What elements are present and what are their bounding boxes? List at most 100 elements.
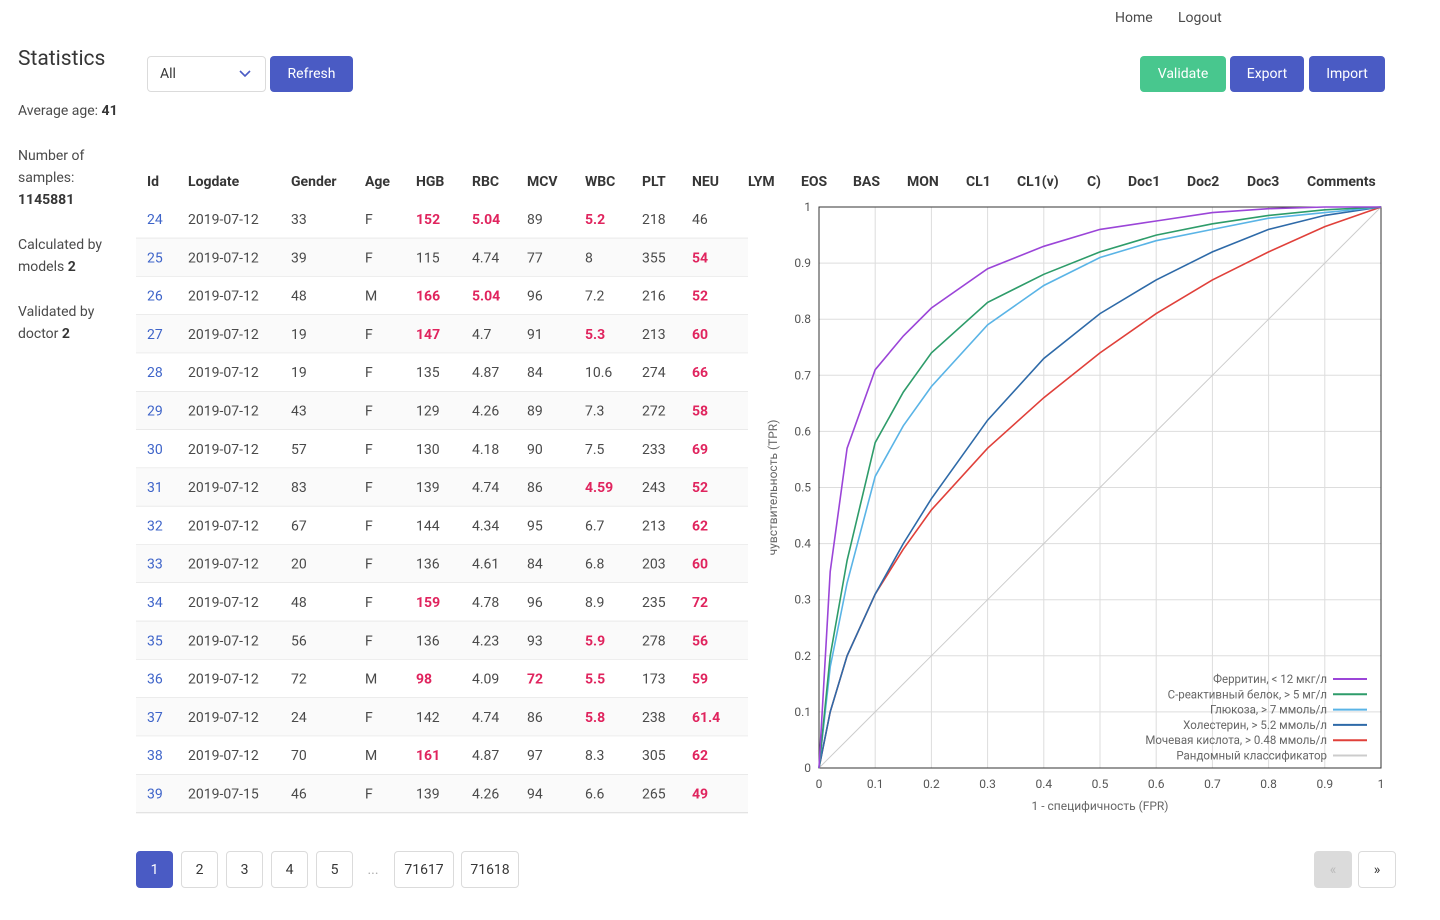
column-header: Logdate <box>188 174 240 190</box>
column-header: Comments <box>1307 174 1376 190</box>
table-cell: 84 <box>527 365 543 381</box>
validate-button[interactable]: Validate <box>1140 56 1226 92</box>
table-row <box>136 621 748 660</box>
table-cell: 130 <box>416 442 440 458</box>
refresh-button[interactable]: Refresh <box>270 56 353 92</box>
row-id-link[interactable]: 34 <box>147 595 163 611</box>
column-header: MCV <box>527 174 558 190</box>
stat-label: Number of samples: <box>18 148 85 186</box>
table-cell: F <box>365 250 373 266</box>
x-tick-label: 0.2 <box>923 777 940 791</box>
stat-label: Validated by doctor <box>18 304 95 342</box>
table-cell: 5.04 <box>472 212 500 228</box>
table-cell: 19 <box>291 327 307 343</box>
table-cell: 2019-07-12 <box>188 212 259 228</box>
export-button[interactable]: Export <box>1230 56 1304 92</box>
column-header: CL1 <box>966 174 991 190</box>
page-button[interactable]: 4 <box>271 851 308 888</box>
table-cell: 135 <box>416 365 440 381</box>
table-cell: F <box>365 787 373 803</box>
y-tick-label: 0.8 <box>794 312 811 326</box>
y-tick-label: 0.2 <box>794 649 811 663</box>
table-row <box>136 353 748 392</box>
column-header: LYM <box>748 174 775 190</box>
row-id-link[interactable]: 36 <box>147 672 163 688</box>
table-row <box>136 774 748 813</box>
import-button[interactable]: Import <box>1309 56 1385 92</box>
table-cell: 84 <box>527 557 543 573</box>
table-cell: 142 <box>416 710 440 726</box>
page-button[interactable]: 71618 <box>461 851 519 888</box>
row-id-link[interactable]: 38 <box>147 748 163 764</box>
row-id-link[interactable]: 29 <box>147 404 163 420</box>
table-cell: 144 <box>416 518 440 534</box>
legend-label: Ферритин, < 12 мкг/л <box>1213 672 1327 686</box>
table-cell: 115 <box>416 250 440 266</box>
table-cell: 152 <box>416 212 440 228</box>
nav-link[interactable]: Home <box>1115 10 1153 26</box>
table-cell: 4.78 <box>472 595 499 611</box>
table-cell: 147 <box>416 327 440 343</box>
y-tick-label: 1 <box>804 200 811 214</box>
row-id-link[interactable]: 39 <box>147 787 163 803</box>
table-cell: 10.6 <box>585 365 612 381</box>
table-cell: 2019-07-12 <box>188 442 259 458</box>
nav-link[interactable]: Logout <box>1178 10 1222 26</box>
row-id-link[interactable]: 35 <box>147 633 163 649</box>
row-id-link[interactable]: 31 <box>147 480 163 496</box>
table-cell: F <box>365 710 373 726</box>
row-id-link[interactable]: 33 <box>147 557 163 573</box>
column-header: RBC <box>472 174 499 190</box>
row-id-link[interactable]: 25 <box>147 250 163 266</box>
table-cell: 72 <box>692 595 708 611</box>
table-cell: 49 <box>692 787 708 803</box>
table-cell: 33 <box>291 212 307 228</box>
table-cell: 4.87 <box>472 365 499 381</box>
row-id-link[interactable]: 37 <box>147 710 163 726</box>
roc-curve <box>818 206 1382 769</box>
table-row <box>136 468 748 507</box>
row-id-link[interactable]: 24 <box>147 212 163 228</box>
legend-label: Мочевая кислота, > 0.48 ммоль/л <box>1145 733 1327 747</box>
filter-select[interactable]: All <box>147 56 266 92</box>
x-tick-label: 0.3 <box>979 777 996 791</box>
row-id-link[interactable]: 32 <box>147 518 163 534</box>
column-header: HGB <box>416 174 444 190</box>
table-cell: 5.5 <box>585 672 605 688</box>
table-cell: 139 <box>416 480 440 496</box>
row-id-link[interactable]: 28 <box>147 365 163 381</box>
table-cell: 86 <box>527 710 543 726</box>
row-id-link[interactable]: 27 <box>147 327 163 343</box>
chart-background <box>752 195 1400 825</box>
stat-value: 41 <box>101 103 118 119</box>
page-button[interactable]: 71617 <box>394 851 454 888</box>
table-cell: 213 <box>642 327 666 343</box>
table-row <box>136 544 748 583</box>
y-axis-label: чувствительность (TPR) <box>766 420 780 556</box>
legend-label: Глюкоза, > 7 ммоль/л <box>1210 703 1327 717</box>
table-cell: 6.7 <box>585 518 605 534</box>
page-button[interactable]: » <box>1358 851 1396 888</box>
page-button[interactable]: 5 <box>316 851 353 888</box>
x-tick-label: 0.8 <box>1260 777 1277 791</box>
legend-label: Рандомный классификатор <box>1176 749 1327 763</box>
table-cell: F <box>365 365 373 381</box>
stat: Validated by doctor 2 <box>18 301 130 345</box>
page-button[interactable]: 1 <box>136 851 173 888</box>
table-cell: 57 <box>291 442 307 458</box>
table-cell: 4.18 <box>472 442 499 458</box>
column-header: Gender <box>291 174 337 190</box>
table-cell: 2019-07-12 <box>188 595 259 611</box>
row-id-link[interactable]: 30 <box>147 442 163 458</box>
table-cell: 2019-07-12 <box>188 404 259 420</box>
page-button[interactable]: 2 <box>181 851 218 888</box>
table-cell: 66 <box>692 365 708 381</box>
page-button[interactable]: 3 <box>226 851 263 888</box>
table-cell: 62 <box>692 518 708 534</box>
y-tick-label: 0.6 <box>794 424 811 438</box>
table-cell: 2019-07-12 <box>188 518 259 534</box>
table-cell: 305 <box>642 748 666 764</box>
table-row <box>136 583 748 622</box>
row-id-link[interactable]: 26 <box>147 289 163 305</box>
